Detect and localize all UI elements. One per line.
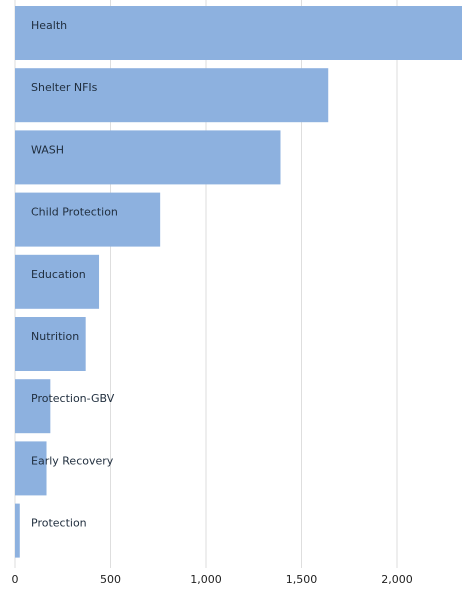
bar-child-protection[interactable]: [15, 192, 161, 247]
bar-early-recovery[interactable]: [15, 441, 47, 496]
bar-label-protection: Protection: [31, 517, 87, 530]
bars: [15, 6, 462, 558]
bar-label-shelter-nfis: Shelter NFIs: [31, 81, 98, 94]
bar-label-education: Education: [31, 268, 86, 281]
x-tick-label-500: 500: [100, 573, 121, 586]
bar-label-early-recovery: Early Recovery: [31, 454, 114, 467]
bar-label-wash: WASH: [31, 143, 64, 156]
x-tick-label-1000: 1,000: [190, 573, 222, 586]
bar-shelter-nfis[interactable]: [15, 68, 329, 123]
bar-health[interactable]: [15, 6, 462, 60]
x-tick-label-2000: 2,000: [381, 573, 413, 586]
x-axis: 0 500 1,000 1,500 2,000: [12, 573, 413, 586]
bar-label-protection-gbv: Protection-GBV: [31, 392, 115, 405]
bar-nutrition[interactable]: [15, 317, 86, 371]
bar-label-nutrition: Nutrition: [31, 330, 79, 343]
bar-protection[interactable]: [15, 503, 20, 558]
bar-label-health: Health: [31, 19, 67, 32]
x-tick-label-1500: 1,500: [286, 573, 318, 586]
bar-education[interactable]: [15, 254, 100, 309]
bar-label-child-protection: Child Protection: [31, 206, 118, 219]
bar-labels: Health Shelter NFIs WASH Child Protection Ed…: [31, 19, 118, 530]
bar-wash[interactable]: [15, 130, 281, 185]
x-tick-label-0: 0: [12, 573, 19, 586]
bar-protection-gbv[interactable]: [15, 379, 51, 434]
